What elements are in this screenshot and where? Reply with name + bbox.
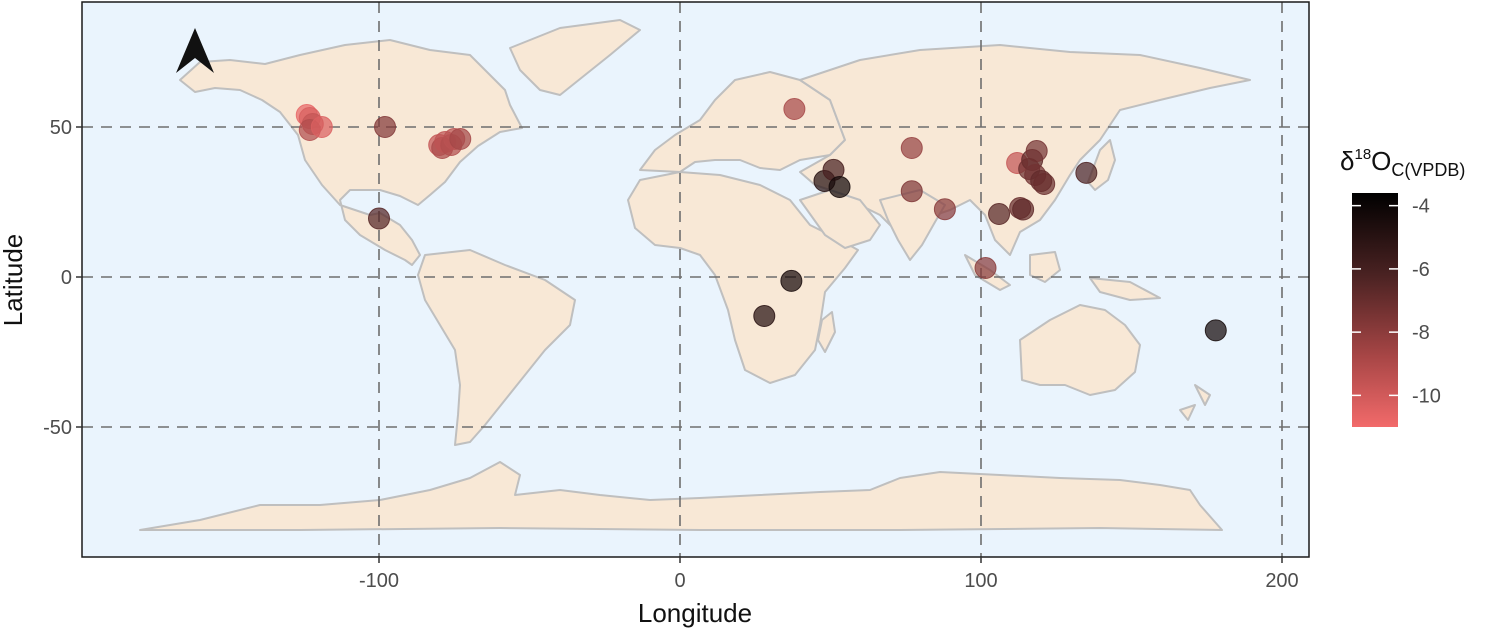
legend-title-main: O xyxy=(1371,146,1391,176)
data-point xyxy=(753,305,776,327)
data-point xyxy=(310,116,333,138)
x-axis: -100 0 100 200 xyxy=(359,557,1299,592)
data-point xyxy=(900,180,923,203)
legend-title-subscript: C(VPDB) xyxy=(1391,160,1465,180)
legend-title: δ18OC(VPDB) xyxy=(1340,146,1465,180)
legend-tick-label: -4 xyxy=(1412,196,1430,218)
madagascar-landmass xyxy=(817,311,836,353)
data-point xyxy=(900,137,923,159)
legend-tick-label: -6 xyxy=(1412,259,1430,281)
data-point xyxy=(374,116,397,138)
data-point xyxy=(1012,198,1035,221)
data-point xyxy=(1033,173,1056,195)
x-tick-label: 200 xyxy=(1265,570,1298,592)
y-tick-label: 0 xyxy=(61,267,72,289)
legend-title-superscript: 18 xyxy=(1354,146,1371,163)
data-point xyxy=(974,257,997,279)
data-points xyxy=(295,98,1227,342)
x-tick-label: 0 xyxy=(674,570,685,592)
data-point xyxy=(449,128,472,150)
antarctica-landmass xyxy=(139,461,1223,531)
gridlines xyxy=(82,2,1309,557)
y-axis: 50 0 -50 xyxy=(43,117,82,439)
y-tick-label: 50 xyxy=(50,117,72,139)
data-point xyxy=(828,176,851,198)
legend-ticks: -4 -6 -8 -10 xyxy=(1352,196,1441,407)
new-guinea-landmass xyxy=(1089,277,1161,301)
data-point xyxy=(783,98,806,120)
y-tick-label: -50 xyxy=(43,417,72,439)
plot-panel-border xyxy=(81,1,1310,558)
x-tick-label: 100 xyxy=(964,570,997,592)
greenland-landmass xyxy=(509,19,641,96)
legend-colorbar xyxy=(1352,193,1398,427)
data-point xyxy=(933,198,956,221)
data-point xyxy=(780,269,803,292)
north-arrow-icon xyxy=(176,28,214,73)
x-tick-label: -100 xyxy=(359,570,399,592)
borneo-landmass xyxy=(1029,251,1061,283)
south-america-landmass xyxy=(417,249,576,446)
legend-tick-label: -10 xyxy=(1412,385,1441,407)
legend-title-delta: δ xyxy=(1340,146,1354,176)
australia-landmass xyxy=(1019,304,1141,396)
land-layer xyxy=(139,19,1251,531)
legend-tick-label: -8 xyxy=(1412,322,1430,344)
new-zealand-landmass xyxy=(1179,384,1211,421)
color-legend: δ18OC(VPDB) -4 -6 -8 -10 xyxy=(1340,146,1465,427)
x-axis-title: Longitude xyxy=(638,598,752,628)
data-point xyxy=(1075,161,1098,184)
north-america-landmass xyxy=(179,39,523,266)
data-point xyxy=(368,207,390,230)
africa-landmass xyxy=(627,171,859,384)
data-point xyxy=(988,203,1011,225)
india-landmass xyxy=(879,189,946,261)
y-axis-title: Latitude xyxy=(0,234,28,327)
data-point xyxy=(1204,319,1227,342)
